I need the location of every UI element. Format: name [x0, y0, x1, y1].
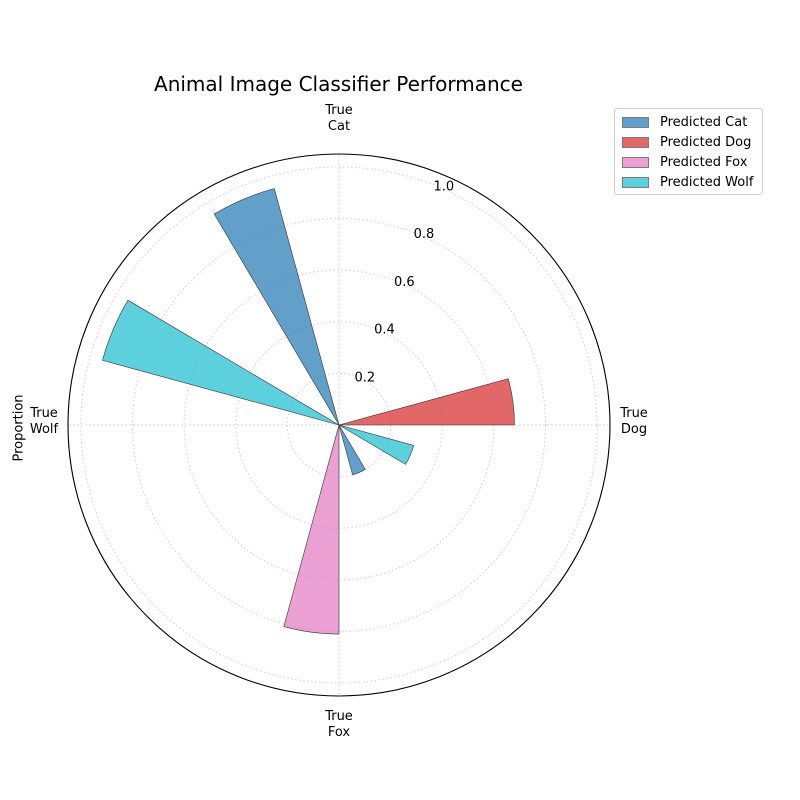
bar — [283, 424, 340, 635]
legend-label: Predicted Wolf — [660, 174, 754, 190]
r-tick-label: 0.6 — [394, 275, 415, 290]
bar — [102, 299, 340, 426]
bar — [338, 424, 366, 476]
legend-swatch — [622, 116, 649, 128]
legend-item: Predicted Dog — [622, 132, 751, 152]
polar-frame — [67, 153, 611, 697]
r-tick-label: 1.0 — [433, 180, 454, 195]
chart-title: Animal Image Classifier Performance — [154, 72, 523, 96]
r-tick-label: 0.4 — [374, 323, 395, 338]
legend-item: Predicted Cat — [622, 112, 747, 132]
bar — [338, 424, 415, 465]
legend-swatch — [622, 156, 649, 168]
y-axis-label: Proportion — [11, 394, 27, 462]
legend-item: Predicted Fox — [622, 152, 747, 172]
category-label: True Cat — [324, 103, 353, 134]
legend-item: Predicted Wolf — [622, 172, 753, 192]
legend-label: Predicted Dog — [660, 134, 752, 150]
r-tick-label: 0.8 — [414, 227, 435, 242]
circular-gridline — [80, 166, 598, 684]
legend-label: Predicted Fox — [660, 154, 748, 170]
category-label: True Dog — [619, 406, 648, 437]
legend-swatch — [622, 136, 649, 148]
bar — [338, 378, 515, 426]
category-label: True Wolf — [29, 406, 58, 437]
legend-swatch — [622, 176, 649, 188]
category-label: True Fox — [324, 709, 353, 740]
legend-label: Predicted Cat — [660, 114, 748, 130]
r-tick-label: 0.2 — [354, 370, 375, 385]
legend: Predicted Cat Predicted Dog Predicted Fo… — [614, 108, 763, 195]
bar — [213, 188, 340, 426]
